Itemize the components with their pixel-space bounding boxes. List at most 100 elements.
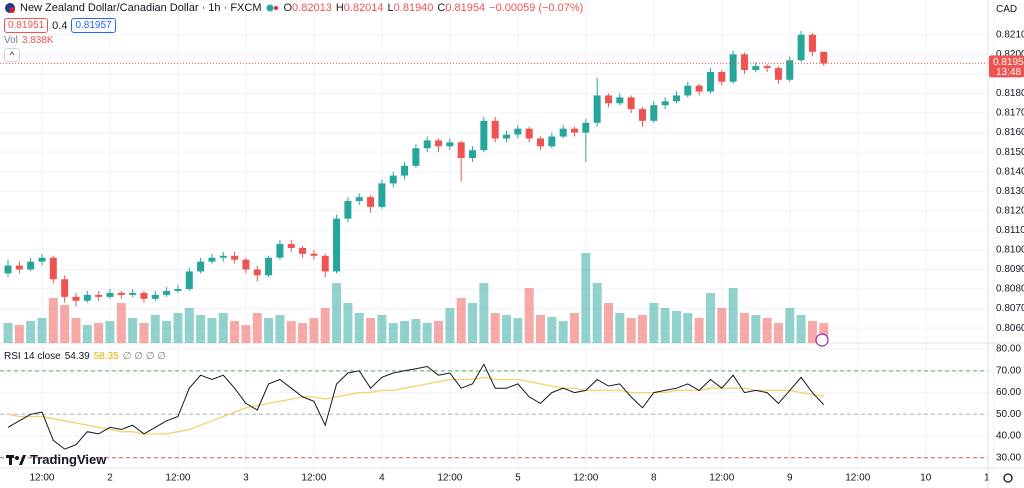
ohlc-label: H xyxy=(335,2,344,14)
candle-body xyxy=(242,259,250,270)
candle-body xyxy=(503,134,511,139)
candle-body xyxy=(763,66,771,69)
candle-body xyxy=(333,218,341,272)
candle-body xyxy=(117,292,125,295)
candle-body xyxy=(661,101,669,106)
candle-body xyxy=(151,294,159,299)
candle-body xyxy=(219,255,227,258)
bid[interactable]: 0.81951 xyxy=(4,18,49,33)
alert-icon xyxy=(815,333,829,347)
collapse-button[interactable]: ^ xyxy=(4,48,20,62)
volume-bar xyxy=(230,321,240,343)
candle-body xyxy=(4,265,12,274)
rsi-title: RSI 14 close xyxy=(4,351,61,362)
ohlc-value: 0.82013 xyxy=(292,2,332,14)
volume-bar xyxy=(139,323,149,343)
volume-bar xyxy=(739,313,749,343)
candle-body xyxy=(49,257,57,280)
candle-body xyxy=(729,54,737,82)
volume-bar xyxy=(60,305,70,343)
volume-bar xyxy=(626,318,636,343)
volume-bar xyxy=(26,321,36,343)
candle-body xyxy=(265,257,273,276)
volume-bar xyxy=(82,325,92,343)
ohlc-value: 0.81954 xyxy=(445,2,486,14)
candle-body xyxy=(27,261,35,270)
volume-bar xyxy=(751,315,761,343)
volume-bar xyxy=(366,318,376,343)
logo-text: TradingView xyxy=(30,452,107,467)
ask[interactable]: 0.81957 xyxy=(71,18,116,33)
y-tick-label: 70.00 xyxy=(996,365,1021,376)
candle-body xyxy=(638,109,646,121)
candle-body xyxy=(571,128,578,133)
x-tick-label: 12:00 xyxy=(845,473,870,484)
candle-body xyxy=(537,138,545,147)
x-tick-label: 9 xyxy=(787,473,793,484)
volume-bar xyxy=(14,325,24,343)
change: −0.00059 (−0.07%) xyxy=(489,2,584,14)
candle-body xyxy=(72,296,80,301)
rsi-legend: RSI 14 close 54.39 58.35 ∅ ∅ ∅ ∅ xyxy=(4,351,166,362)
volume-bar xyxy=(796,315,806,343)
axis-corner xyxy=(989,469,1024,488)
volume-bar xyxy=(275,315,285,343)
x-tick-label: 2 xyxy=(107,473,113,484)
candle-body xyxy=(310,253,318,256)
candle-body xyxy=(627,97,635,110)
volume-bar xyxy=(173,313,183,343)
settings-icon[interactable] xyxy=(1003,473,1013,483)
candle-body xyxy=(423,140,431,149)
volume-bar xyxy=(807,321,817,343)
x-tick-label: 10 xyxy=(920,473,932,484)
volume-bar xyxy=(581,253,591,343)
candle-body xyxy=(367,197,375,207)
volume-bar xyxy=(128,318,138,343)
candle-body xyxy=(469,150,477,159)
volume-bar xyxy=(683,313,693,343)
volume-bar xyxy=(637,315,647,343)
candle-body xyxy=(525,128,533,139)
candle-body xyxy=(253,269,261,276)
volume-bar xyxy=(705,293,715,343)
candle-body xyxy=(15,265,23,270)
volume-bar xyxy=(456,298,466,343)
ohlc-label: L xyxy=(387,2,394,14)
candle-body xyxy=(129,292,137,295)
y-tick-label: 40.00 xyxy=(996,431,1021,442)
candle-body xyxy=(752,66,760,71)
volume-bar xyxy=(3,323,13,343)
volume-bar xyxy=(728,288,738,343)
candle-body xyxy=(774,68,782,80)
candle-body xyxy=(514,128,522,135)
volume-bar xyxy=(479,283,489,343)
volume-bar xyxy=(264,318,274,343)
volume-bar xyxy=(332,283,342,343)
candle-body xyxy=(548,136,556,147)
candle-body xyxy=(208,257,216,262)
volume-bar xyxy=(490,313,500,343)
ohlc-c: C0.81954 xyxy=(437,2,485,14)
candle-body xyxy=(446,142,454,147)
volume-bar xyxy=(762,318,772,343)
candle-body xyxy=(820,51,828,64)
x-tick-label: 3 xyxy=(243,473,249,484)
status-dot xyxy=(266,4,279,12)
candle-body xyxy=(412,148,420,166)
volume-bar xyxy=(388,323,398,343)
candle-body xyxy=(344,201,352,219)
candle-body xyxy=(163,290,171,295)
candle-body xyxy=(95,294,103,297)
candle-body xyxy=(457,142,465,159)
volume-value: 3.838K xyxy=(21,35,54,46)
volume-bar xyxy=(592,283,602,343)
candle-body xyxy=(231,255,239,260)
volume-bar xyxy=(694,318,704,343)
candle-body xyxy=(718,71,726,82)
